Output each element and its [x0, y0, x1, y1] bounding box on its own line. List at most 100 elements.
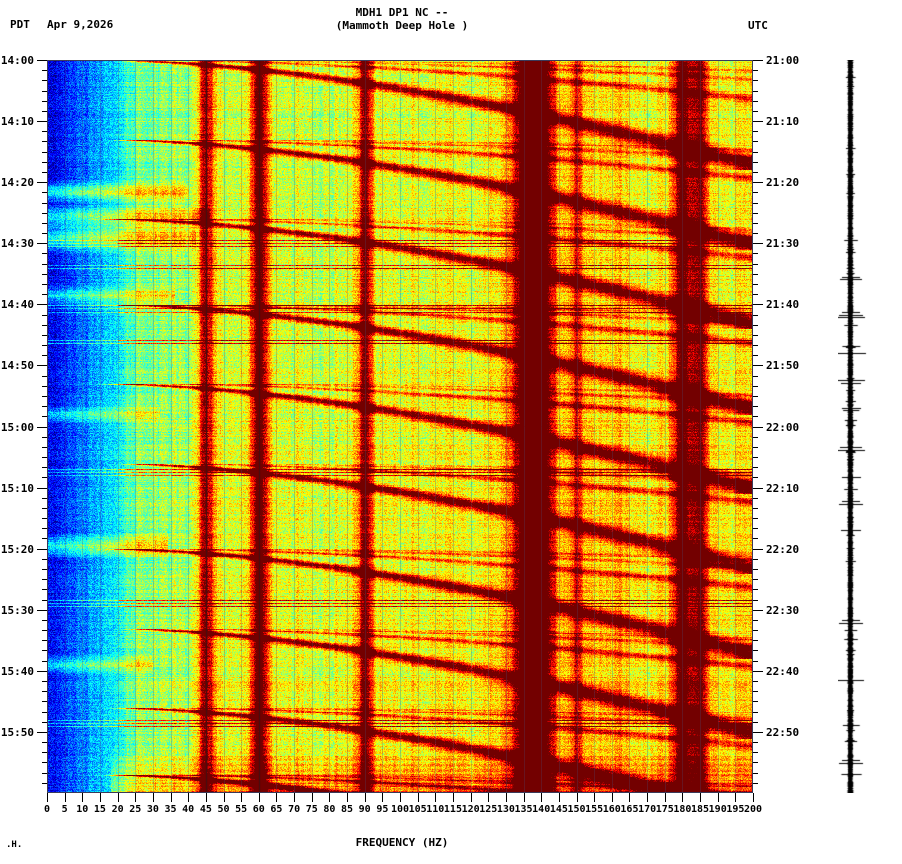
time-tick-minor-left	[42, 314, 47, 316]
station-name-title: (Mammoth Deep Hole )	[335, 19, 469, 32]
frequency-label: 25	[129, 804, 142, 815]
frequency-tick	[82, 793, 84, 802]
time-label-local: 14:40	[0, 298, 34, 312]
time-tick-minor-right	[753, 650, 758, 652]
time-tick-minor-left	[42, 110, 47, 112]
time-tick-minor-left	[42, 569, 47, 571]
time-tick-major-left	[37, 548, 47, 550]
time-label-utc: 22:20	[766, 542, 800, 556]
time-tick-minor-right	[753, 589, 758, 591]
spectrogram-image	[47, 60, 753, 793]
frequency-label: 160	[602, 804, 621, 815]
time-tick-minor-left	[42, 650, 47, 652]
time-tick-minor-left	[42, 324, 47, 326]
frequency-tick	[205, 793, 207, 802]
time-label-local: 14:20	[0, 176, 34, 190]
time-tick-minor-right	[753, 161, 758, 163]
time-tick-minor-right	[753, 131, 758, 133]
frequency-label: 45	[199, 804, 212, 815]
time-tick-minor-right	[753, 579, 758, 581]
frequency-label: 120	[461, 804, 480, 815]
time-tick-minor-right	[753, 212, 758, 214]
time-label-utc: 21:00	[766, 54, 800, 67]
time-label-local: 15:40	[0, 664, 34, 678]
time-tick-minor-right	[753, 110, 758, 112]
time-tick-major-left	[37, 731, 47, 733]
frequency-label: 155	[585, 804, 604, 815]
time-tick-major-right	[753, 243, 763, 245]
frequency-tick	[347, 793, 349, 802]
time-tick-minor-right	[753, 467, 758, 469]
time-label-utc: 21:30	[766, 237, 800, 251]
time-label-utc: 22:00	[766, 420, 800, 434]
time-tick-minor-left	[42, 528, 47, 530]
time-label-local: 15:20	[0, 542, 34, 556]
frequency-label: 150	[567, 804, 586, 815]
time-tick-major-right	[753, 609, 763, 611]
frequency-label: 130	[496, 804, 515, 815]
frequency-label: 115	[443, 804, 462, 815]
time-label-utc: 22:30	[766, 603, 800, 617]
time-tick-major-right	[753, 121, 763, 123]
time-tick-minor-right	[753, 528, 758, 530]
frequency-label: 195	[726, 804, 745, 815]
time-tick-minor-left	[42, 762, 47, 764]
frequency-label: 105	[408, 804, 427, 815]
time-tick-major-right	[753, 365, 763, 367]
time-tick-major-left	[37, 365, 47, 367]
time-tick-minor-right	[753, 273, 758, 275]
frequency-tick	[135, 793, 137, 802]
frequency-label: 50	[217, 804, 230, 815]
time-label-utc: 21:20	[766, 176, 800, 190]
frequency-label: 100	[390, 804, 410, 815]
time-tick-major-right	[753, 304, 763, 306]
frequency-label: 75	[305, 804, 318, 815]
time-tick-minor-right	[753, 752, 758, 754]
time-tick-major-left	[37, 609, 47, 611]
time-tick-minor-left	[42, 558, 47, 560]
time-tick-minor-left	[42, 151, 47, 153]
time-tick-minor-right	[753, 355, 758, 357]
frequency-label: 5	[61, 804, 68, 815]
time-label-local: 15:10	[0, 481, 34, 495]
frequency-tick	[311, 793, 313, 802]
time-tick-major-right	[753, 731, 763, 733]
frequency-label: 30	[146, 804, 159, 815]
time-tick-minor-right	[753, 477, 758, 479]
time-tick-minor-left	[42, 253, 47, 255]
frequency-tick	[523, 793, 525, 802]
time-tick-major-left	[37, 670, 47, 672]
time-tick-major-left	[37, 487, 47, 489]
time-tick-minor-left	[42, 294, 47, 296]
frequency-tick	[294, 793, 296, 802]
time-tick-minor-right	[753, 742, 758, 744]
time-tick-minor-right	[753, 406, 758, 408]
frequency-label: 65	[270, 804, 283, 815]
time-tick-minor-right	[753, 395, 758, 397]
time-tick-major-right	[753, 548, 763, 550]
time-tick-minor-left	[42, 222, 47, 224]
time-tick-minor-right	[753, 222, 758, 224]
time-tick-minor-left	[42, 263, 47, 265]
time-tick-minor-left	[42, 416, 47, 418]
station-code-title: MDH1 DP1 NC --	[355, 6, 449, 19]
time-tick-minor-left	[42, 446, 47, 448]
time-tick-minor-left	[42, 660, 47, 662]
time-tick-minor-right	[753, 721, 758, 723]
time-tick-minor-right	[753, 507, 758, 509]
time-tick-minor-right	[753, 70, 758, 72]
seismogram-trace-wrap	[838, 60, 878, 793]
time-label-utc: 22:10	[766, 481, 800, 495]
frequency-label: 35	[164, 804, 177, 815]
time-tick-minor-left	[42, 619, 47, 621]
frequency-tick	[435, 793, 437, 802]
time-tick-minor-left	[42, 141, 47, 143]
time-tick-minor-right	[753, 660, 758, 662]
frequency-label: 80	[323, 804, 336, 815]
time-label-local: 14:50	[0, 359, 34, 373]
time-tick-minor-right	[753, 558, 758, 560]
frequency-label: 135	[514, 804, 533, 815]
time-label-utc: 22:50	[766, 725, 800, 739]
time-tick-minor-left	[42, 385, 47, 387]
time-tick-minor-left	[42, 467, 47, 469]
